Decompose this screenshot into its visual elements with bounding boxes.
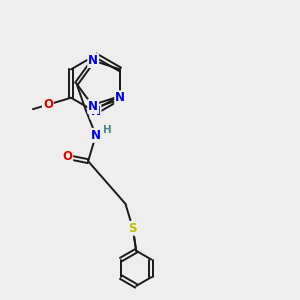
Text: N: N (115, 91, 125, 104)
Text: O: O (62, 151, 72, 164)
Text: H: H (103, 125, 112, 135)
Text: S: S (129, 222, 137, 235)
Text: O: O (43, 98, 53, 111)
Text: N: N (88, 54, 98, 67)
Text: N: N (91, 129, 101, 142)
Text: N: N (88, 100, 98, 113)
Text: N: N (91, 105, 100, 119)
